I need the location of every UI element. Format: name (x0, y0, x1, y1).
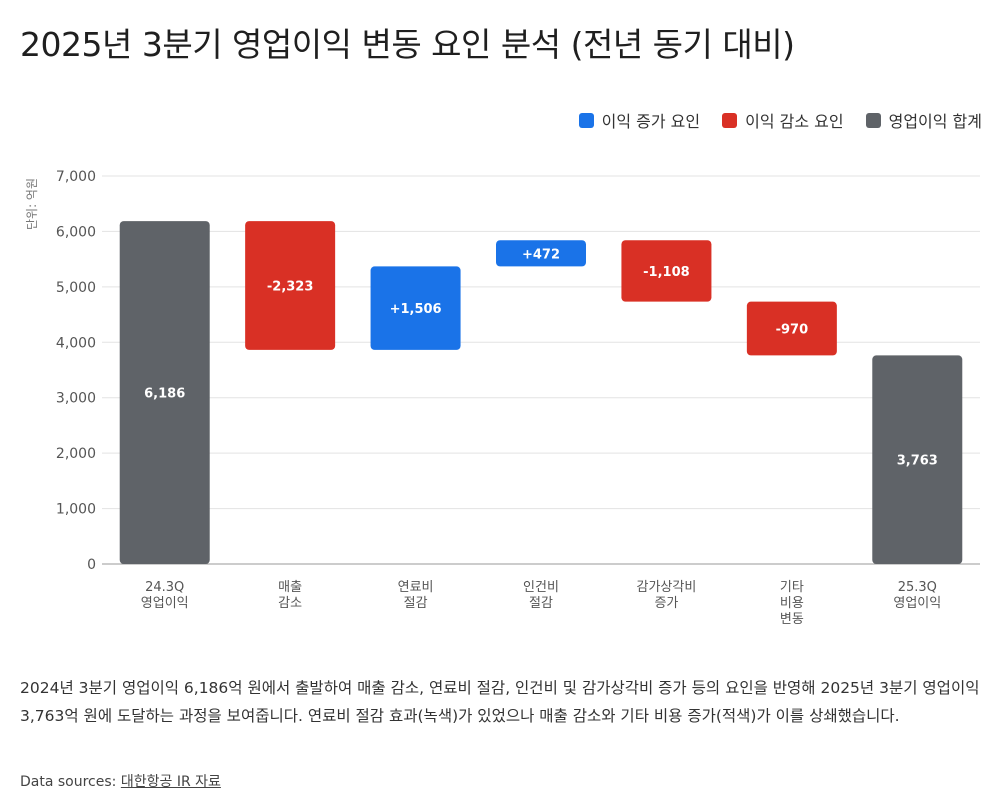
y-tick-label: 0 (87, 557, 96, 573)
bar-value-label: +1,506 (390, 302, 442, 317)
data-sources: Data sources: 대한항공 IR 자료 (20, 771, 221, 791)
legend-item-decrease[interactable]: 이익 감소 요인 (722, 108, 844, 132)
x-category-label: 비용 (780, 596, 804, 611)
y-tick-label: 7,000 (56, 169, 96, 185)
y-tick-label: 4,000 (56, 335, 96, 351)
y-tick-label: 5,000 (56, 280, 96, 296)
x-category-label: 기타 (780, 580, 804, 595)
chart-description: 2024년 3분기 영업이익 6,186억 원에서 출발하여 매출 감소, 연료… (20, 679, 980, 725)
chart-title: 2025년 3분기 영업이익 변동 요인 분석 (전년 동기 대비) (20, 25, 795, 64)
x-category-label: 영업이익 (141, 596, 189, 611)
x-category-label: 절감 (529, 596, 553, 611)
legend-swatch-total (865, 112, 881, 128)
sources-prefix: Data sources: (20, 774, 121, 790)
x-category-label: 25.3Q (898, 580, 937, 595)
bar-increase (370, 266, 461, 350)
x-category-label: 증가 (654, 596, 678, 611)
x-category-label: 절감 (404, 596, 428, 611)
legend-label-increase: 이익 증가 요인 (601, 112, 701, 131)
x-category-label: 매출 (278, 580, 302, 595)
x-category-label: 감소 (278, 596, 302, 611)
legend-label-decrease: 이익 감소 요인 (745, 112, 844, 131)
bar-value-label: 6,186 (144, 387, 185, 402)
bar-value-label: +472 (522, 247, 560, 262)
bar-value-label: -1,108 (643, 265, 690, 280)
bar-value-label: 3,763 (897, 454, 938, 469)
x-category-label: 감가상각비 (637, 580, 697, 595)
y-tick-label: 3,000 (56, 391, 96, 407)
sources-link[interactable]: 대한항공 IR 자료 (120, 774, 221, 790)
bar-increase (496, 240, 586, 267)
y-tick-label: 1,000 (56, 502, 96, 518)
x-category-label: 24.3Q (145, 580, 184, 595)
bar-total (872, 355, 963, 564)
bar-value-label: -970 (776, 323, 809, 338)
legend: 이익 증가 요인 이익 감소 요인 영업이익 합계 (578, 108, 982, 132)
waterfall-chart: 0 1,000 2,000 3,000 4,000 5,000 6,000 7,000 단위: … (25, 169, 980, 627)
bar-total (119, 221, 210, 564)
legend-label-total: 영업이익 합계 (888, 112, 982, 131)
legend-item-increase[interactable]: 이익 증가 요인 (578, 108, 701, 132)
y-tick-label: 2,000 (56, 446, 96, 462)
y-axis-label: 단위: 억원 (25, 178, 39, 230)
legend-swatch-decrease (722, 112, 738, 128)
bar-decrease (746, 301, 837, 356)
x-category-label: 인건비 (523, 580, 559, 595)
bar-decrease (621, 240, 712, 302)
legend-swatch-increase (578, 112, 594, 128)
x-category-label: 변동 (780, 612, 804, 627)
x-category-label: 연료비 (398, 580, 434, 595)
legend-item-total[interactable]: 영업이익 합계 (865, 108, 982, 132)
x-category-label: 영업이익 (893, 596, 941, 611)
y-tick-label: 6,000 (56, 224, 96, 240)
bar-value-label: -2,323 (267, 279, 314, 294)
bar-decrease (245, 221, 336, 350)
